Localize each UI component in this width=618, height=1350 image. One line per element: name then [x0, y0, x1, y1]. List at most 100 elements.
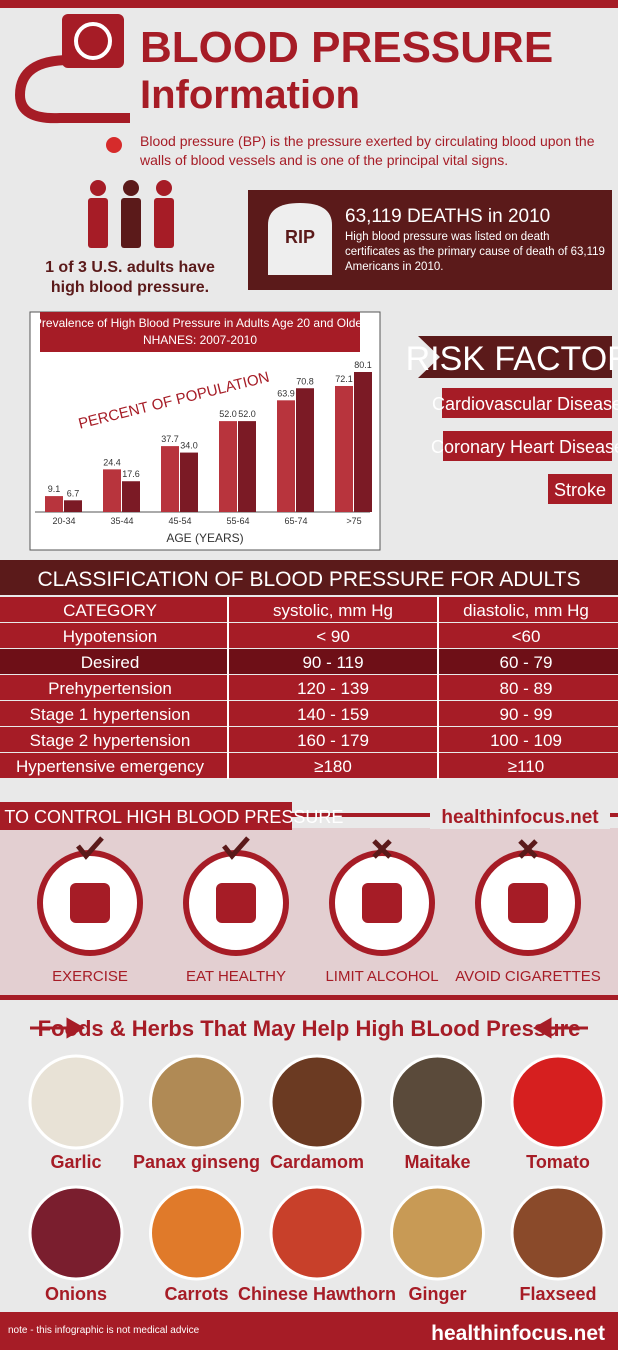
value-label: 72.1	[335, 374, 353, 384]
title-arrows	[30, 1017, 588, 1039]
footer-bg	[0, 1312, 618, 1350]
bar	[296, 388, 314, 512]
table-header: diastolic, mm Hg	[463, 601, 589, 620]
x-tick-label: >75	[346, 516, 361, 526]
bar	[277, 400, 295, 512]
table-cell: 160 - 179	[297, 731, 369, 750]
table-row-bg	[0, 623, 618, 648]
food-label: Onions	[45, 1284, 107, 1304]
foods-title: Foods & Herbs That May Help High BLood P…	[38, 1016, 581, 1041]
table-cell: Hypertensive emergency	[16, 757, 205, 776]
table-cell: 100 - 109	[490, 731, 562, 750]
table-row-bg	[0, 753, 618, 778]
food-image	[149, 1054, 244, 1150]
deaths-text: High blood pressure was listed on death …	[345, 231, 605, 273]
food-label: Ginger	[408, 1284, 466, 1304]
way-label: LIMIT ALCOHOL	[325, 968, 438, 985]
value-label: 70.8	[296, 376, 314, 386]
footer-site: healthinfocus.net	[431, 1322, 605, 1345]
risk-item-bg	[548, 474, 612, 504]
value-label: 17.6	[122, 469, 140, 479]
way-icon	[216, 883, 256, 923]
value-label: 63.9	[277, 388, 295, 398]
way-label: AVOID CIGARETTES	[455, 968, 601, 985]
footer-note: note - this infographic is not medical a…	[8, 1325, 200, 1336]
bulb-icon	[106, 137, 122, 153]
value-label: 37.7	[161, 434, 179, 444]
bar	[180, 452, 198, 512]
table-cell: 120 - 139	[297, 679, 369, 698]
table-cell: ≥110	[508, 757, 544, 776]
value-label: 9.1	[48, 484, 61, 494]
bar	[103, 469, 121, 512]
way-icon	[70, 883, 110, 923]
food-label: Carrots	[164, 1284, 228, 1304]
x-tick-label: 20-34	[52, 516, 75, 526]
ways-title: WAYS TO CONTROL HIGH BLOOD PRESSURE	[0, 807, 343, 827]
food-label: Maitake	[404, 1152, 470, 1172]
tube-icon	[14, 55, 130, 124]
class-title: CLASSIFICATION OF BLOOD PRESSURE FOR ADU…	[38, 568, 581, 591]
x-tick-label: 45-54	[168, 516, 191, 526]
table-cell: 90 - 99	[500, 705, 553, 724]
chart-title: Prevalence of High Blood Pressure in Adu…	[34, 316, 366, 330]
stat: 1 of 3 U.S. adults have high blood press…	[45, 259, 215, 296]
food-label: Tomato	[526, 1152, 590, 1172]
risk-item: Coronary Heart Disease	[431, 437, 618, 457]
value-label: 6.7	[67, 488, 80, 498]
risk-item-bg	[442, 388, 612, 418]
way-label: EAT HEALTHY	[186, 968, 286, 985]
value-label: 52.0	[238, 409, 256, 419]
site-bg	[430, 803, 610, 829]
x-axis-label: AGE (YEARS)	[166, 531, 243, 545]
check-mark	[76, 836, 104, 860]
food-label: Cardamom	[270, 1152, 364, 1172]
risk-item: Stroke	[554, 480, 606, 500]
ways-bottom-rule	[0, 995, 618, 1000]
way-icon	[362, 883, 402, 923]
food-image	[390, 1054, 485, 1150]
deaths-title: 63,119 DEATHS in 2010	[345, 206, 550, 227]
x-mark	[518, 839, 538, 859]
food-label: Flaxseed	[519, 1284, 596, 1304]
food-image	[510, 1054, 606, 1150]
ways-title-bg	[0, 802, 292, 830]
food-image	[28, 1185, 124, 1281]
bar	[64, 500, 82, 512]
title: BLOOD PRESSURE	[140, 23, 553, 72]
food-image	[28, 1054, 124, 1150]
table-header: systolic, mm Hg	[273, 601, 393, 620]
food-image	[269, 1054, 365, 1150]
bar	[122, 481, 140, 512]
bar	[238, 421, 256, 512]
x-tick-label: 65-74	[284, 516, 307, 526]
risk-item-bg	[443, 431, 612, 461]
risk-title: RISK FACTORS	[406, 340, 618, 378]
table-cell: 60 - 79	[500, 653, 553, 672]
risk-item: Cardiovascular Disease	[432, 394, 618, 414]
food-label: Panax ginseng	[133, 1152, 260, 1172]
ways-site: healthinfocus.net	[441, 807, 599, 828]
food-image	[149, 1185, 244, 1281]
x-tick-label: 55-64	[226, 516, 249, 526]
food-label: Garlic	[50, 1152, 101, 1172]
food-label: Chinese Hawthorn	[238, 1284, 396, 1304]
table-row-bg	[0, 701, 618, 726]
table-row-bg	[0, 675, 618, 700]
food-image	[390, 1185, 485, 1281]
table-cell: < 90	[316, 627, 350, 646]
table-cell: Prehypertension	[48, 679, 172, 698]
table-cell: Stage 2 hypertension	[30, 731, 191, 750]
table-cell: 140 - 159	[297, 705, 369, 724]
table-cell: Desired	[81, 653, 140, 672]
bar	[45, 496, 63, 512]
table-cell: Stage 1 hypertension	[30, 705, 191, 724]
check-mark	[222, 836, 250, 860]
food-image	[510, 1185, 606, 1281]
top-bar	[0, 0, 618, 8]
table-cell: Hypotension	[63, 627, 158, 646]
gauge-dial	[74, 22, 112, 60]
intro: Blood pressure (BP) is the pressure exer…	[140, 133, 595, 168]
table-cell: <60	[512, 627, 541, 646]
